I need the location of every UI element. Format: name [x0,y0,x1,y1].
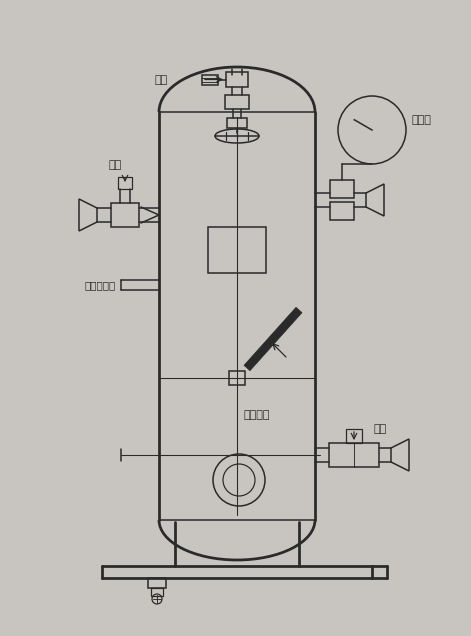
Text: 放油: 放油 [374,424,387,434]
Bar [330,202,354,220]
Polygon shape [244,307,302,371]
Bar [148,578,166,588]
Bar [227,118,247,128]
Bar [151,588,163,596]
Bar [118,177,132,189]
Text: 进油: 进油 [108,160,122,170]
Text: 液位计接口: 液位计接口 [85,280,116,290]
Text: 减压: 减压 [155,76,168,85]
Bar [226,72,248,87]
Bar [202,74,218,85]
Bar [229,371,245,385]
Bar [346,429,362,443]
Bar [330,180,354,198]
Bar [111,203,139,227]
Bar [329,443,379,467]
Bar [208,227,266,273]
Text: 电加热器: 电加热器 [244,410,270,420]
Text: 压力表: 压力表 [411,115,431,125]
Bar [225,95,249,109]
